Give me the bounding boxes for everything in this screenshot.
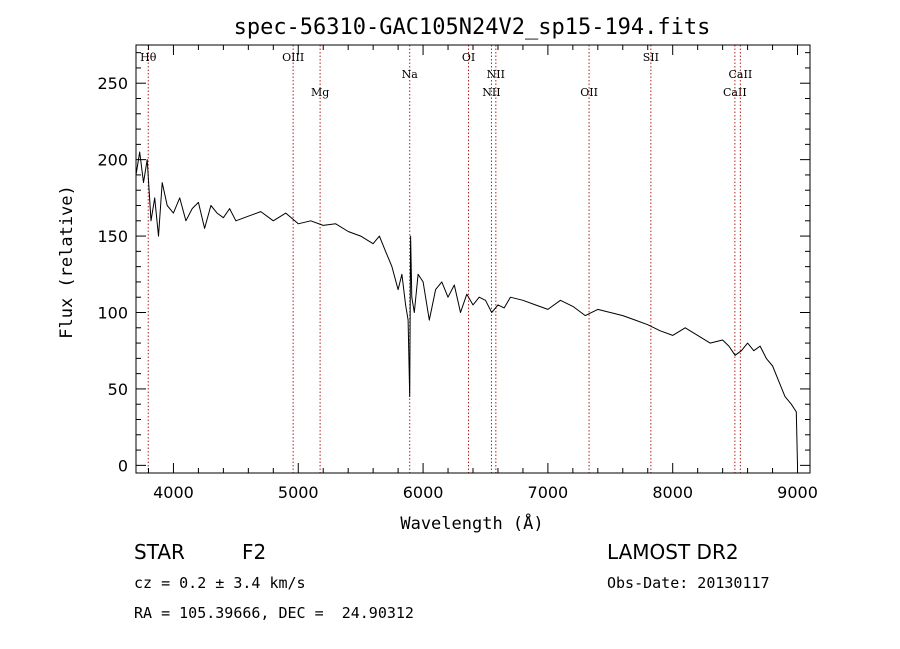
spectral-line-label: Mg bbox=[311, 86, 329, 99]
flux-series-line bbox=[135, 151, 798, 466]
object-class: STAR bbox=[134, 540, 185, 564]
spectral-line-label: NII bbox=[487, 68, 505, 81]
observation-date: Obs-Date: 20130117 bbox=[607, 574, 770, 592]
chart-title: spec-56310-GAC105N24V2_sp15-194.fits bbox=[234, 15, 711, 40]
spectral-line-label: CaII bbox=[723, 86, 747, 99]
y-tick-label: 200 bbox=[97, 151, 128, 170]
y-tick-label: 100 bbox=[97, 304, 128, 323]
y-axis-label: Flux (relative) bbox=[57, 185, 77, 339]
spectral-line-label: OII bbox=[580, 86, 598, 99]
object-subclass: F2 bbox=[242, 540, 267, 564]
plot-area: Hθ OIII Mg Na OI NII NII OII SII CaII CaII 4000 5000… bbox=[97, 44, 818, 502]
y-tick-label: 250 bbox=[97, 74, 128, 93]
spectral-line-label: SII bbox=[643, 51, 659, 64]
x-tick-label: 8000 bbox=[652, 483, 693, 502]
y-tick-label: 50 bbox=[108, 380, 128, 399]
x-tick-label: 4000 bbox=[153, 483, 194, 502]
x-tick-label: 5000 bbox=[278, 483, 319, 502]
spectral-line-label: Hθ bbox=[140, 51, 157, 64]
x-tick-label: 9000 bbox=[777, 483, 818, 502]
y-tick-label: 0 bbox=[118, 456, 128, 475]
survey-name: LAMOST DR2 bbox=[607, 540, 739, 564]
redshift-velocity: cz = 0.2 ± 3.4 km/s bbox=[134, 574, 306, 592]
spectral-line-label: OI bbox=[462, 51, 475, 64]
spectral-line-label: OIII bbox=[282, 51, 304, 64]
x-tick-label: 6000 bbox=[403, 483, 444, 502]
x-axis-label: Wavelength (Å) bbox=[400, 512, 543, 534]
plot-frame bbox=[135, 44, 811, 474]
y-tick-label: 150 bbox=[97, 227, 128, 246]
sky-coordinates: RA = 105.39666, DEC = 24.90312 bbox=[134, 604, 414, 622]
spectral-line-label: NII bbox=[482, 86, 500, 99]
x-tick-label: 7000 bbox=[528, 483, 569, 502]
spectral-line-label: CaII bbox=[729, 68, 753, 81]
spectral-line-label: Na bbox=[402, 68, 419, 81]
